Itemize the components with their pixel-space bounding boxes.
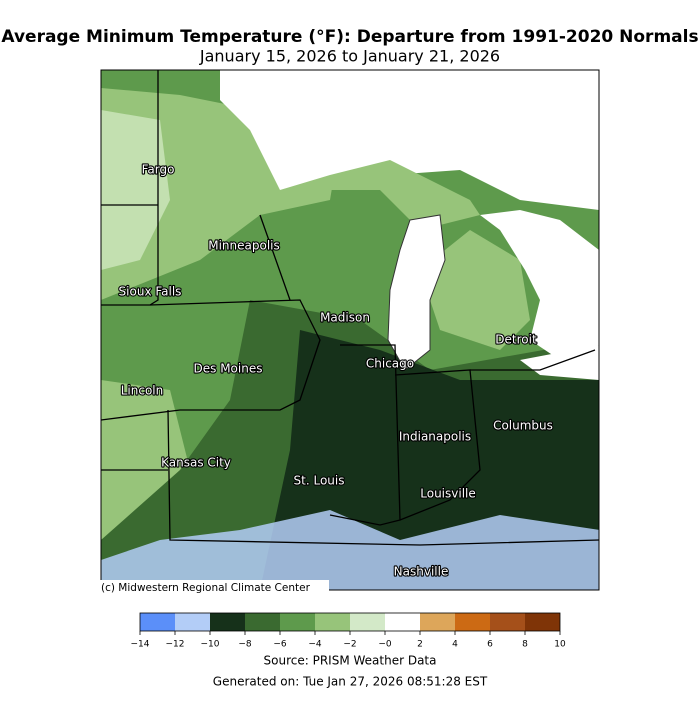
colorbar-segment xyxy=(175,613,210,631)
colorbar-tick-label: −6 xyxy=(273,640,287,650)
colorbar-tick-label: −14 xyxy=(131,640,150,650)
colorbar-segment xyxy=(455,613,490,631)
colorbar-tick-label: −0 xyxy=(378,640,392,650)
colorbar-segment xyxy=(315,613,350,631)
colorbar-segment xyxy=(350,613,385,631)
colorbar-segment xyxy=(525,613,560,631)
colorbar-tick-label: −8 xyxy=(238,640,252,650)
colorbar-segment xyxy=(210,613,245,631)
city-label: Nashville xyxy=(394,565,449,579)
generated: Generated on: Tue Jan 27, 2026 08:51:28 … xyxy=(213,675,488,689)
city-label: Columbus xyxy=(493,419,553,433)
map-frame xyxy=(100,69,600,591)
source: Source: PRISM Weather Data xyxy=(264,654,437,668)
map xyxy=(101,70,599,590)
city-label: Indianapolis xyxy=(399,430,471,444)
colorbar-segment xyxy=(245,613,280,631)
city-label: Lincoln xyxy=(121,384,164,398)
colorbar-tick-label: −10 xyxy=(201,640,220,650)
colorbar-tick-label: −12 xyxy=(166,640,185,650)
colorbar-tick-label: 10 xyxy=(554,640,566,650)
colorbar-tick-label: −2 xyxy=(343,640,356,650)
subtitle: January 15, 2026 to January 21, 2026 xyxy=(199,47,500,66)
city-label: Madison xyxy=(320,311,370,325)
city-label: Louisville xyxy=(420,487,476,501)
colorbar-tick-label: 2 xyxy=(417,640,423,650)
city-label: St. Louis xyxy=(294,474,345,488)
city-label: Detroit xyxy=(495,333,537,347)
city-label: Kansas City xyxy=(161,456,231,470)
colorbar-segment xyxy=(490,613,525,631)
colorbar-segment xyxy=(280,613,315,631)
colorbar-segment xyxy=(140,613,175,631)
colorbar-tick-label: 4 xyxy=(452,640,458,650)
credit-bg xyxy=(99,580,329,594)
colorbar-tick-label: 8 xyxy=(522,640,528,650)
colorbar-tick-label: −4 xyxy=(308,640,322,650)
colorbar-tick-label: 6 xyxy=(487,640,493,650)
city-label: Des Moines xyxy=(194,362,263,376)
city-label: Minneapolis xyxy=(208,239,280,253)
city-label: Sioux Falls xyxy=(119,285,182,299)
city-label: Chicago xyxy=(366,357,414,371)
credit: (c) Midwestern Regional Climate Center xyxy=(101,582,311,594)
colorbar-segment xyxy=(385,613,420,631)
city-label: Fargo xyxy=(142,163,175,177)
colorbar-segment xyxy=(420,613,455,631)
title: Average Minimum Temperature (°F): Depart… xyxy=(1,27,698,47)
